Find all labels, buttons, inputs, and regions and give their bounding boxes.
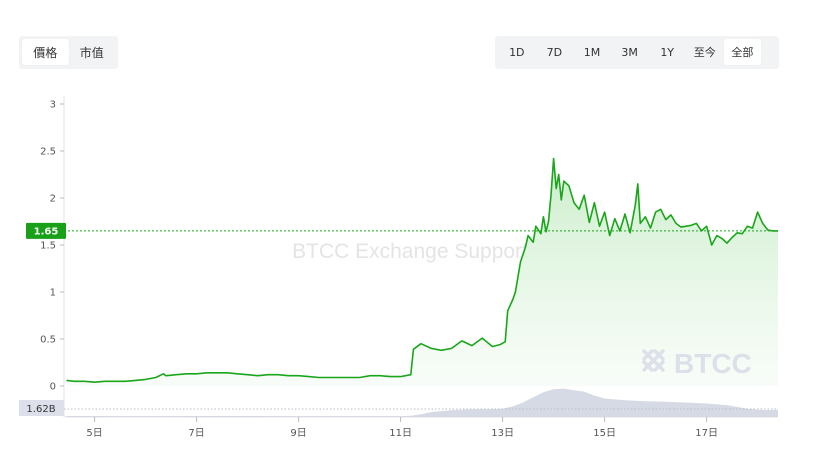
tab-price[interactable]: 價格	[22, 39, 69, 65]
btcc-logo-icon	[642, 349, 665, 372]
volume-layer	[66, 388, 778, 417]
y-tick-label: 3	[50, 100, 56, 111]
y-tick-label: 0	[50, 382, 56, 393]
x-tick-label: 13日	[491, 428, 514, 439]
volume-badge: 1.62B	[19, 400, 64, 416]
price-badge-text: 1.65	[34, 226, 59, 237]
y-tick-label: 1.5	[40, 241, 56, 252]
range-3m-button[interactable]: 3M	[621, 45, 638, 59]
x-tick-label: 17日	[695, 428, 718, 439]
volume-badge-text: 1.62B	[26, 404, 55, 415]
range-7d-button[interactable]: 7D	[546, 45, 563, 59]
watermark-text: BTCC Exchange Support	[292, 240, 528, 263]
volume-area	[66, 388, 778, 417]
price-area	[66, 158, 778, 386]
range-1y-button[interactable]: 1Y	[660, 45, 675, 59]
y-tick-label: 1	[50, 288, 56, 299]
y-tick-label: 2.5	[40, 147, 56, 158]
range-1d-button[interactable]: 1D	[509, 45, 525, 59]
range-toggle: 1D 7D 1M 3M 1Y 至今 全部	[495, 36, 779, 69]
price-line	[66, 157, 778, 383]
x-tick-label: 15日	[593, 428, 616, 439]
range-1m-button[interactable]: 1M	[583, 45, 601, 59]
x-tick-label: 11日	[389, 428, 412, 439]
y-tick-label: 0.5	[40, 335, 56, 346]
price-badge-bg	[26, 222, 66, 239]
current-price-badge: 1.65	[26, 222, 66, 239]
range-ytd-button[interactable]: 至今	[693, 46, 716, 59]
x-tick-label: 5日	[86, 428, 102, 439]
volume-badge-bg	[19, 400, 64, 416]
tab-market-cap[interactable]: 市值	[79, 45, 104, 60]
btcc-logo: BTCC	[642, 348, 752, 379]
range-all-button[interactable]: 全部	[723, 39, 762, 65]
x-tick-label: 9日	[290, 428, 306, 439]
btcc-logo-text: BTCC	[674, 348, 752, 379]
y-axis-ticks: 0 0.5 1 1.5 2 2.5 3	[40, 100, 64, 393]
x-tick-label: 7日	[188, 428, 204, 439]
y-tick-label: 2	[50, 194, 56, 205]
metric-toggle: 價格 市值	[19, 36, 118, 69]
x-axis-ticks: 5日 7日 9日 11日 13日 15日 17日	[86, 417, 718, 439]
